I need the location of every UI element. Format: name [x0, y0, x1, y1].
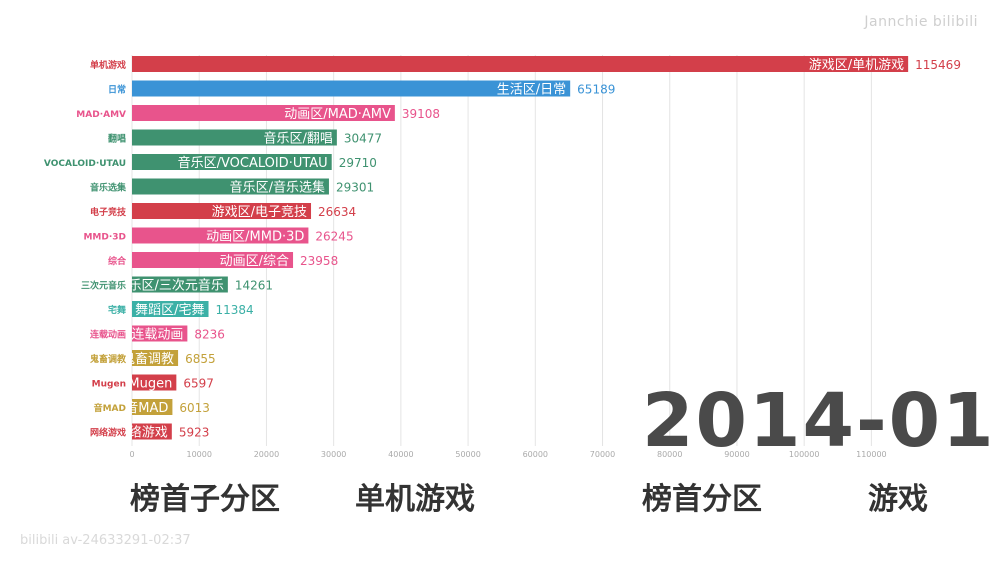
bar — [132, 252, 294, 268]
bars: 游戏区/单机游戏 115469 生活区/日常 65189 动画区/MAD·AMV 3910… — [72, 56, 961, 441]
bar-value-label: 26634 — [318, 205, 356, 219]
x-tick-label: 0 — [129, 450, 134, 459]
bar — [132, 350, 179, 366]
bar-value-label: 5923 — [179, 426, 210, 440]
category-label: 网络游戏 — [90, 427, 126, 439]
bar — [132, 203, 312, 219]
category-label: 电子竞技 — [90, 206, 127, 218]
bar-value-label: 6597 — [183, 377, 214, 391]
category-label: 连载动画 — [90, 329, 126, 341]
bar-value-label: 8236 — [194, 328, 225, 342]
bar — [132, 399, 173, 415]
bar — [132, 154, 332, 170]
bar — [132, 374, 177, 391]
bar-inner-label: 音乐区/音乐选集 — [230, 180, 325, 196]
date-label: 2014-01 — [642, 378, 996, 464]
bar-inner-label: 音乐区/三次元音乐 — [115, 278, 223, 294]
x-tick-label: 90000 — [724, 450, 749, 459]
bar — [132, 423, 172, 440]
bar — [132, 129, 337, 146]
category-label: 日常 — [108, 84, 126, 96]
bar-value-label: 65189 — [577, 83, 615, 97]
bar-inner-label: 游戏区/电子竞技 — [212, 204, 307, 220]
category-label: 单机游戏 — [90, 59, 126, 71]
x-tick-labels: 0 10000 20000 30000 40000 50000 60000 70000 8000… — [129, 450, 886, 459]
bar-value-label: 115469 — [915, 58, 961, 72]
watermark-bottom: bilibili av-24633291-02:37 — [20, 533, 191, 548]
bar-inner-label: 动画区/MMD·3D — [206, 230, 304, 245]
bar-inner-label: 游戏区/单机游戏 — [809, 58, 904, 73]
x-tick-label: 110000 — [856, 450, 887, 459]
bar-inner-label: 舞蹈区/宅舞 — [135, 303, 204, 318]
bar-value-label: 14261 — [235, 279, 273, 293]
bar — [132, 301, 209, 317]
category-label: 三次元音乐 — [81, 280, 126, 292]
bar-inner-label: 生活区/日常 — [497, 83, 566, 98]
bar-inner-label: 游戏区/Mugen — [85, 377, 172, 392]
category-label: Mugen — [92, 380, 126, 390]
bar — [132, 105, 395, 121]
footer-left-value: 单机游戏 — [355, 482, 475, 517]
bar-inner-label: 动画区/综合 — [220, 254, 289, 269]
category-label: VOCALOID·UTAU — [44, 159, 126, 169]
bar-inner-label: 音乐区/翻唱 — [263, 131, 332, 147]
bar — [132, 56, 909, 72]
category-label: 翻唱 — [108, 133, 126, 145]
category-label: MMD·3D — [83, 233, 126, 243]
category-label: 综合 — [108, 255, 127, 267]
bar-value-label: 6013 — [179, 401, 210, 415]
bar-inner-label: 鬼畜区/鬼畜调教 — [79, 351, 174, 367]
category-label: 音乐选集 — [90, 182, 127, 194]
watermark-top: Jannchie bilibili — [864, 14, 978, 30]
bar-value-label: 6855 — [185, 352, 216, 366]
x-tick-label: 20000 — [254, 450, 279, 459]
bar-value-label: 11384 — [216, 303, 254, 317]
category-label: 宅舞 — [108, 304, 126, 316]
bar-value-label: 29710 — [339, 156, 377, 170]
category-label: MAD·AMV — [76, 110, 126, 120]
x-tick-label: 10000 — [186, 450, 211, 459]
x-tick-label: 40000 — [388, 450, 413, 459]
bar-value-label: 30477 — [344, 132, 382, 146]
bar-inner-label: 动画区/MAD·AMV — [284, 107, 391, 122]
x-tick-label: 100000 — [789, 450, 820, 459]
bar — [132, 178, 329, 195]
bar-value-label: 39108 — [402, 107, 440, 121]
bar-value-label: 26245 — [315, 230, 353, 244]
bar-value-label: 29301 — [336, 181, 374, 195]
x-tick-label: 50000 — [455, 450, 480, 459]
bar-inner-label: 鬼畜区/音MAD — [82, 400, 169, 416]
x-tick-label: 80000 — [657, 450, 682, 459]
x-tick-label: 60000 — [523, 450, 548, 459]
bar — [132, 325, 188, 342]
bar-inner-label: 游戏区/网络游戏 — [72, 425, 167, 441]
gridlines — [131, 55, 872, 446]
bar — [132, 276, 228, 293]
bar-inner-label: 音乐区/VOCALOID·UTAU — [178, 155, 328, 171]
category-label: 音MAD — [94, 402, 126, 414]
footer-right-value: 游戏 — [868, 482, 928, 517]
bar — [132, 80, 571, 97]
footer-right-label: 榜首分区 — [642, 482, 762, 517]
x-tick-label: 70000 — [590, 450, 615, 459]
bar-inner-label: 番剧区/连载动画 — [88, 327, 183, 343]
bar-value-label: 23958 — [300, 254, 338, 268]
footer-left-label: 榜首子分区 — [130, 482, 280, 517]
category-label: 鬼畜调教 — [90, 353, 127, 365]
bar — [132, 227, 309, 244]
x-tick-label: 30000 — [321, 450, 346, 459]
